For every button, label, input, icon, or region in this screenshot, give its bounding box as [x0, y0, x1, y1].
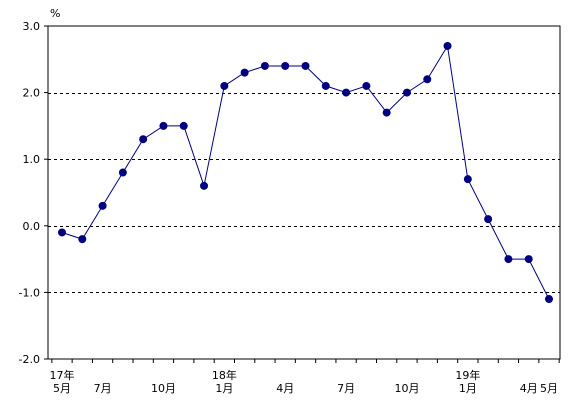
- data-point: [463, 175, 472, 184]
- data-point: [260, 61, 269, 70]
- data-point: [321, 81, 330, 90]
- x-tick-label-month: 4月: [276, 382, 294, 395]
- x-tick-label-month: 7月: [94, 382, 112, 395]
- data-point: [484, 215, 493, 224]
- y-unit-label: %: [50, 7, 60, 20]
- x-tick-label-month: 4月: [520, 382, 538, 395]
- x-tick-label-month: 10月: [394, 382, 419, 395]
- y-tick-label: 1.0: [23, 153, 41, 166]
- y-tick-label: 3.0: [23, 20, 41, 33]
- data-point: [504, 255, 513, 264]
- plot-frame: [47, 25, 561, 360]
- data-point: [179, 121, 188, 130]
- data-point: [281, 61, 290, 70]
- data-point: [200, 181, 209, 190]
- y-tick-label: -2.0: [19, 353, 40, 366]
- data-point: [139, 135, 148, 144]
- x-tick-label-year: 18年: [212, 368, 237, 382]
- data-point: [78, 235, 87, 244]
- data-point: [240, 68, 249, 77]
- data-point: [362, 81, 371, 90]
- data-point: [443, 41, 452, 50]
- data-point: [220, 81, 229, 90]
- data-point: [423, 75, 432, 84]
- x-tick-label-month: 10月: [151, 382, 176, 395]
- data-point: [545, 295, 553, 304]
- data-point: [118, 168, 127, 177]
- x-tick-label-month: 1月: [215, 382, 233, 395]
- x-tick-label-month: 7月: [337, 382, 355, 395]
- data-point: [58, 228, 66, 237]
- series-line: [61, 44, 550, 300]
- data-point: [301, 61, 310, 70]
- data-point: [382, 108, 391, 117]
- data-point: [159, 121, 168, 130]
- data-point: [524, 255, 533, 264]
- y-tick-label: 2.0: [23, 87, 41, 100]
- x-tick-label-year: 17年: [50, 368, 75, 382]
- y-tick-label: -1.0: [19, 286, 40, 299]
- x-tick-label-month: 1月: [459, 382, 477, 395]
- data-point: [342, 88, 351, 97]
- x-tick-label-year: 19年: [455, 368, 480, 382]
- y-tick-label: 0.0: [23, 220, 41, 233]
- data-point: [98, 201, 107, 210]
- x-tick-label-month: 5月: [53, 382, 71, 395]
- x-tick-label-month: 5月: [540, 382, 558, 395]
- data-point: [402, 88, 411, 97]
